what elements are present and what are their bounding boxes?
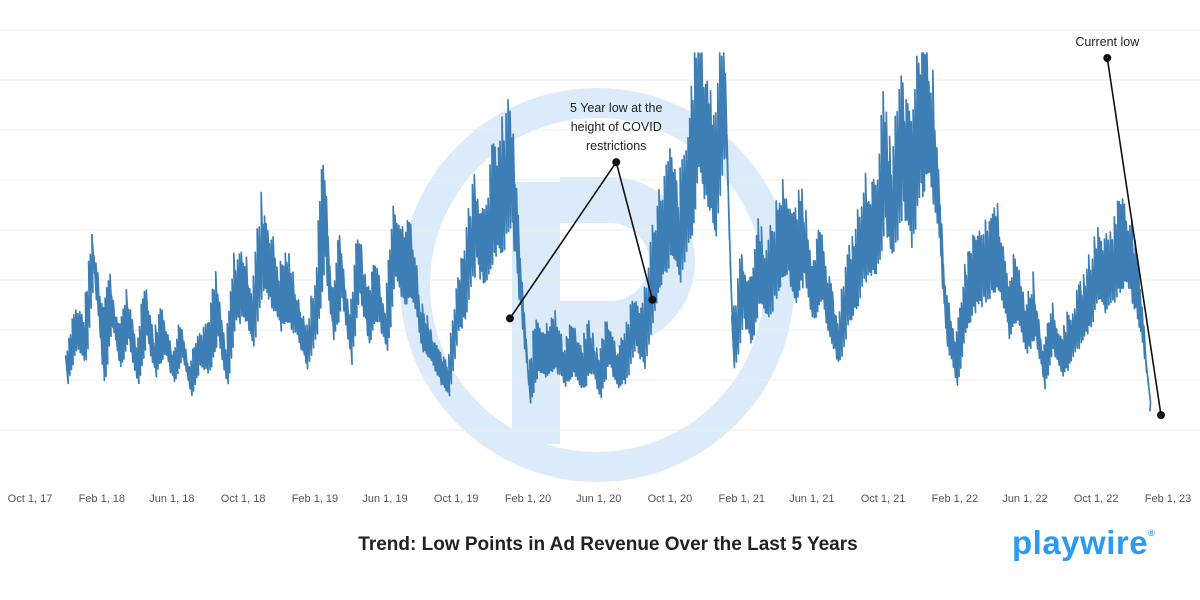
series-layer: [64, 52, 1152, 412]
x-tick-label: Oct 1, 22: [1074, 493, 1119, 505]
annotation-leader-line: [509, 161, 617, 319]
x-tick-label: Jun 1, 18: [149, 493, 194, 505]
watermark-stem: [512, 182, 560, 444]
x-tick-label: Feb 1, 19: [292, 493, 338, 505]
chart-title: Trend: Low Points in Ad Revenue Over the…: [358, 534, 858, 555]
annotation-text: height of COVID: [571, 120, 662, 134]
x-tick-label: Feb 1, 18: [79, 493, 125, 505]
x-tick-label: Jun 1, 20: [576, 493, 621, 505]
annotation-target-dot: [505, 314, 514, 323]
brand-logo: playwire®: [1012, 524, 1155, 562]
annotation-leader-line: [1106, 57, 1162, 416]
x-tick-label: Oct 1, 19: [434, 493, 479, 505]
x-tick-label: Oct 1, 17: [8, 493, 53, 505]
annotation-target-dot: [648, 295, 657, 304]
x-tick-label: Oct 1, 20: [648, 493, 693, 505]
annotation-origin-dot: [612, 158, 621, 167]
annotation-text: 5 Year low at the: [570, 101, 662, 115]
x-tick-label: Feb 1, 22: [932, 493, 978, 505]
brand-registered-mark: ®: [1148, 528, 1156, 538]
x-tick-label: Feb 1, 21: [719, 493, 765, 505]
series-line: [64, 52, 1152, 412]
annotation-leader-line: [615, 161, 654, 301]
x-tick-label: Jun 1, 19: [362, 493, 407, 505]
x-tick-label: Feb 1, 20: [505, 493, 551, 505]
annotation-layer: 5 Year low at the height of COVID restrict…: [505, 35, 1165, 420]
x-axis-ticks: Oct 1, 17 Feb 1, 18 Jun 1, 18 Oct 1, 18 Feb …: [8, 493, 1192, 505]
annotation-text: Current low: [1075, 35, 1140, 49]
x-tick-label: Oct 1, 21: [861, 493, 906, 505]
brand-name: playwire: [1012, 524, 1149, 561]
annotation-origin-dot: [1103, 54, 1112, 62]
x-tick-label: Oct 1, 18: [221, 493, 266, 505]
x-tick-label: Jun 1, 22: [1002, 493, 1047, 505]
x-tick-label: Feb 1, 23: [1145, 493, 1191, 505]
annotation-target-dot: [1156, 411, 1165, 420]
annotation-text: restrictions: [586, 139, 646, 153]
x-tick-label: Jun 1, 21: [789, 493, 834, 505]
